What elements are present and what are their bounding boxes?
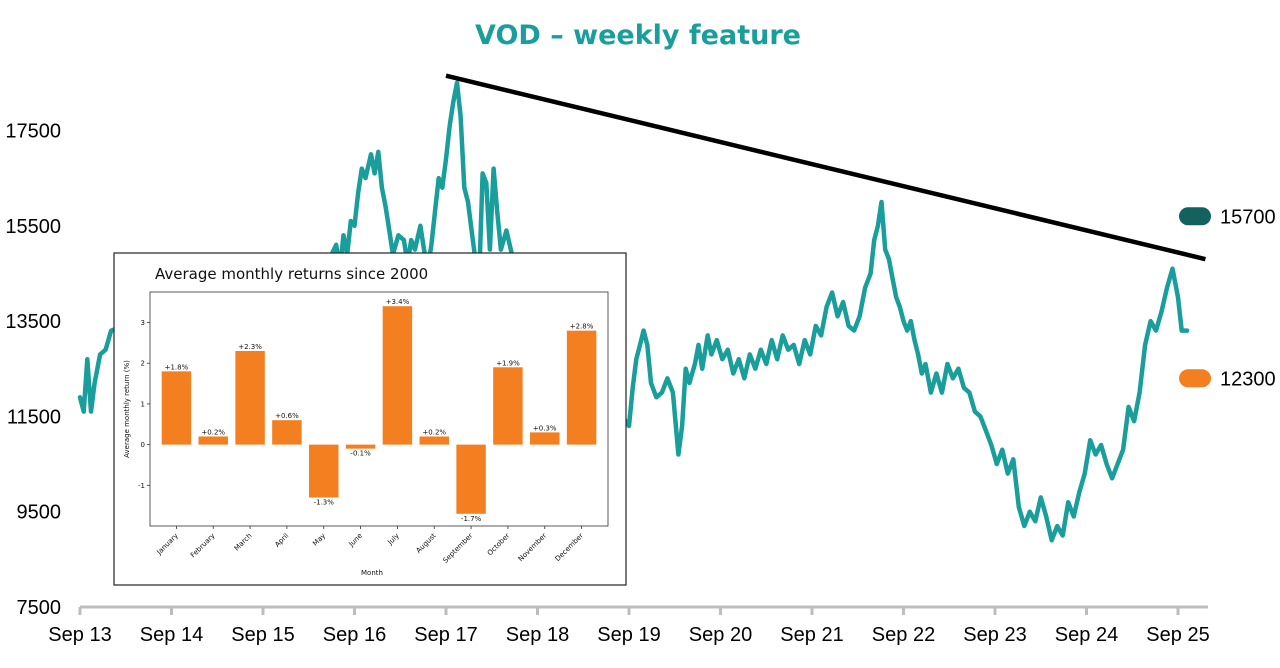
inset-bar-data-label: +1.9% xyxy=(496,359,520,367)
inset-y-tick-label: -1 xyxy=(138,482,145,490)
x-axis: Sep 13 Sep 14 Sep 15 Sep 16 Sep 17 Sep 18 Sep … xyxy=(48,605,1210,646)
inset-bar-data-label: +2.8% xyxy=(570,323,594,331)
y-tick-label: 7500 xyxy=(17,597,62,619)
x-tick-label: Sep 18 xyxy=(506,624,569,646)
inset-bar xyxy=(345,444,376,449)
inset-y-tick-label: 0 xyxy=(141,441,145,449)
x-tick-label: Sep 13 xyxy=(48,624,111,646)
inset-frame xyxy=(113,252,627,586)
inset-bar-data-label: +2.3% xyxy=(238,343,262,351)
inset-bar-data-label: +0.3% xyxy=(533,424,557,432)
inset-bar-data-label: -1.3% xyxy=(314,499,335,507)
x-tick-label: Sep 22 xyxy=(872,624,935,646)
inset-y-axis-label: Average monthly return (%) xyxy=(123,360,131,458)
inset-bar-data-label: +1.8% xyxy=(165,363,189,371)
chart-title: VOD – weekly feature xyxy=(475,20,801,51)
inset-plot-area xyxy=(149,291,609,527)
inset-bar xyxy=(235,351,265,445)
inset-title: Average monthly returns since 2000 xyxy=(155,265,428,283)
inset-y-tick-label: 3 xyxy=(141,319,145,327)
inset-bar-data-label: -1.7% xyxy=(461,515,482,523)
inset-bar xyxy=(382,306,413,445)
y-tick-label: 11500 xyxy=(7,406,61,428)
inset-bar xyxy=(530,432,560,445)
price-series-line xyxy=(77,80,1190,543)
price-marker-label: 15700 xyxy=(1220,206,1276,228)
inset-bar xyxy=(272,420,302,445)
x-tick-label: Sep 20 xyxy=(689,624,752,646)
inset-y-tick-label: 2 xyxy=(141,360,145,368)
y-tick-label: 15500 xyxy=(5,216,61,238)
x-tick-label: Sep 24 xyxy=(1055,624,1118,646)
inset-bar xyxy=(566,330,597,445)
inset-bar xyxy=(419,436,449,445)
inset-bar xyxy=(198,436,228,445)
inset-bar-data-label: +0.2% xyxy=(422,428,446,436)
x-tick-label: Sep 16 xyxy=(323,624,386,646)
price-marker-tag xyxy=(1179,207,1211,226)
inset-bar xyxy=(456,444,486,514)
price-markers: 15700 12300 xyxy=(1179,206,1276,390)
price-marker-tag xyxy=(1179,369,1211,388)
x-tick-label: Sep 15 xyxy=(231,624,294,646)
x-tick-label: Sep 17 xyxy=(414,624,477,646)
inset-bar-data-label: +0.2% xyxy=(201,428,225,436)
inset-bar-data-label: -0.1% xyxy=(350,450,371,458)
inset-bar xyxy=(161,371,192,445)
x-tick-label: Sep 19 xyxy=(597,624,660,646)
x-tick-label: Sep 25 xyxy=(1146,624,1209,646)
inset-x-axis-label: Month xyxy=(361,569,383,577)
x-tick-label: Sep 23 xyxy=(963,624,1026,646)
inset-y-tick-label: 1 xyxy=(141,400,145,408)
price-marker-label: 12300 xyxy=(1220,368,1276,390)
inset-monthly-returns-chart: Average monthly returns since 2000 -1 0 1 2… xyxy=(113,252,627,586)
y-axis: 7500 9500 11500 13500 15500 17500 xyxy=(5,120,61,619)
inset-bar xyxy=(493,367,523,445)
trendline xyxy=(445,73,1206,262)
y-tick-label: 9500 xyxy=(17,502,62,524)
y-tick-label: 13500 xyxy=(5,311,61,333)
inset-bar-data-label: +3.4% xyxy=(386,298,410,306)
y-tick-label: 17500 xyxy=(5,120,61,142)
inset-bar-data-label: +0.6% xyxy=(275,412,299,420)
x-tick-label: Sep 21 xyxy=(780,624,843,646)
x-tick-label: Sep 14 xyxy=(140,624,203,646)
inset-bar xyxy=(309,444,339,498)
